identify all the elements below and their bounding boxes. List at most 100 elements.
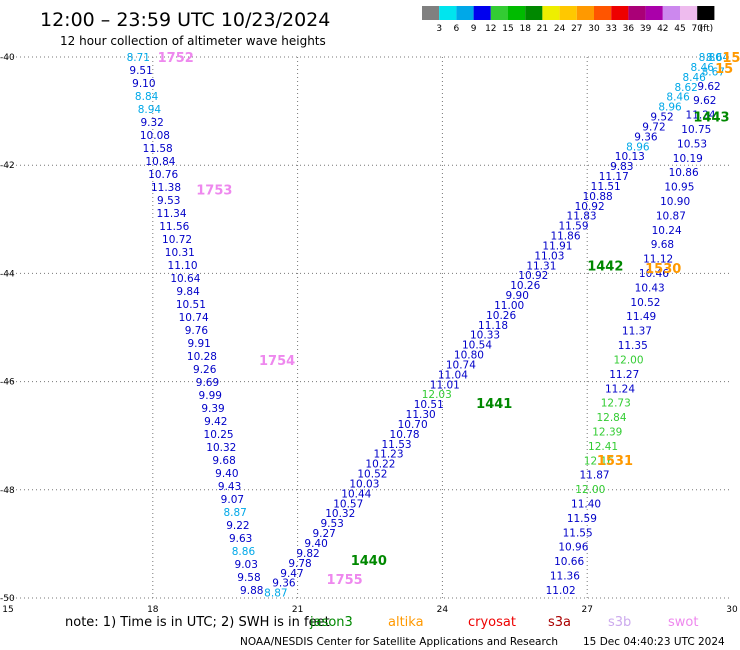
wave-height-value: 12.39 (592, 426, 622, 438)
wave-height-value: 10.19 (673, 153, 703, 165)
colorbar-tick-label: 3 (436, 24, 442, 34)
wave-height-value: 11.59 (567, 513, 597, 525)
colorbar-swatch (525, 6, 543, 20)
wave-height-value: 10.24 (652, 225, 682, 237)
wave-height-value: 9.40 (215, 468, 238, 480)
wave-height-value: 11.87 (580, 470, 610, 482)
footer-credit: NOAA/NESDIS Center for Satellite Applica… (240, 636, 558, 648)
wave-height-value: 8.67 (702, 66, 725, 78)
colorbar-tick-label: 30 (588, 24, 600, 34)
chart-title: 12:00 – 23:59 UTC 10/23/2024 (40, 9, 330, 31)
wave-height-value: 9.84 (176, 286, 200, 298)
wave-height-value: 10.52 (357, 469, 387, 481)
wave-height-value: 9.22 (226, 520, 249, 532)
wave-height-value: 11.04 (438, 369, 468, 381)
orbit-number-label: 1531 (597, 454, 633, 469)
colorbar-swatch (456, 6, 474, 20)
wave-height-value: 12.00 (613, 354, 643, 366)
wave-height-value: 10.31 (165, 247, 195, 259)
wave-height-value: 9.63 (229, 533, 252, 545)
y-tick-label: -44 (0, 269, 15, 279)
wave-height-value: 11.38 (151, 182, 181, 194)
wave-height-value: 11.24 (686, 110, 716, 122)
orbit-number-label: 1754 (259, 354, 295, 369)
colorbar-tick-label: 9 (471, 24, 477, 34)
wave-height-value: 9.10 (132, 78, 155, 90)
orbit-number-label: 1441 (476, 397, 512, 412)
x-tick-label: 27 (581, 605, 592, 615)
wave-height-value: 11.10 (168, 260, 198, 272)
wave-height-value: 8.46 (682, 72, 706, 84)
y-tick-label: -40 (0, 53, 15, 63)
colorbar-swatch (628, 6, 646, 20)
orbit-number-label: 15 (722, 51, 740, 66)
wave-height-value: 10.78 (390, 429, 420, 441)
x-tick-label: 24 (437, 605, 449, 615)
wave-height-value: 11.12 (643, 254, 673, 266)
orbit-number-label: 1530 (645, 262, 681, 277)
wave-height-value: 10.57 (333, 498, 363, 510)
wave-height-value: 10.33 (470, 330, 500, 342)
wave-height-value: 9.72 (642, 121, 665, 133)
colorbar-tick-label: 42 (657, 24, 668, 34)
wave-height-value: 9.78 (288, 558, 311, 570)
colorbar-swatch (559, 6, 577, 20)
wave-height-value: 9.26 (193, 364, 217, 376)
colorbar-tick-label: 33 (605, 24, 616, 34)
wave-height-value: 11.59 (558, 221, 588, 233)
wave-height-value: 9.99 (199, 390, 222, 402)
orbit-number-label: 1442 (587, 259, 623, 274)
wave-height-value: 10.64 (170, 273, 200, 285)
satellite-legend-item: jason3 (309, 615, 353, 630)
wave-height-value: 11.58 (143, 143, 173, 155)
wave-height-value: 10.32 (206, 442, 236, 454)
colorbar-tick-label: 15 (502, 24, 513, 34)
wave-height-value: 10.22 (365, 459, 395, 471)
wave-height-value: 10.74 (179, 312, 209, 324)
wave-height-value: 9.68 (212, 455, 235, 467)
wave-height-value: 10.26 (510, 280, 540, 292)
wave-height-value: 10.51 (414, 399, 444, 411)
wave-height-value: 11.34 (156, 208, 186, 220)
wave-height-value: 10.92 (575, 201, 605, 213)
wave-height-value: 12.84 (596, 412, 626, 424)
wave-height-value: 9.88 (240, 585, 263, 597)
colorbar-swatch (611, 6, 629, 20)
wave-height-value: 11.35 (618, 340, 648, 352)
wave-height-value: 8.96 (626, 141, 650, 153)
wave-height-value: 11.30 (406, 409, 436, 421)
wave-height-value: 10.54 (462, 340, 492, 352)
x-tick-label: 30 (726, 605, 738, 615)
colorbar-tick-label: 6 (454, 24, 460, 34)
orbit-number-label: 1752 (158, 51, 194, 66)
wave-height-value: 10.46 (639, 268, 669, 280)
colorbar-swatch (508, 6, 526, 20)
orbit-number-label: 1443 (693, 111, 729, 126)
wave-height-value: 8.62 (674, 82, 697, 94)
wave-height-value: 9.36 (634, 131, 658, 143)
wave-height-value: 9.58 (237, 572, 260, 584)
wave-height-value: 9.62 (697, 81, 720, 93)
x-tick-label: 21 (292, 605, 303, 615)
y-tick-label: -50 (0, 594, 15, 604)
colorbar-swatch (680, 6, 698, 20)
wave-height-value: 10.80 (454, 350, 484, 362)
wave-height-value: 9.42 (204, 416, 227, 428)
wave-height-value: 10.32 (325, 508, 355, 520)
colorbar-swatch (662, 6, 680, 20)
y-tick-label: -46 (0, 378, 15, 388)
wave-height-value: 11.37 (622, 326, 652, 338)
wave-height-value: 11.49 (626, 311, 656, 323)
wave-height-value: 9.03 (235, 559, 258, 571)
wave-height-value: 11.55 (563, 527, 593, 539)
wave-height-value: 8.94 (138, 104, 162, 116)
colorbar-swatch (422, 6, 440, 20)
wave-height-value: 11.17 (599, 171, 629, 183)
x-tick-label: 15 (2, 605, 13, 615)
colorbar-swatch (576, 6, 594, 20)
wave-height-value: 10.76 (148, 169, 178, 181)
orbit-number-label: 1755 (327, 573, 363, 588)
satellite-legend-item: altika (388, 615, 424, 630)
wave-height-value: 10.28 (187, 351, 217, 363)
